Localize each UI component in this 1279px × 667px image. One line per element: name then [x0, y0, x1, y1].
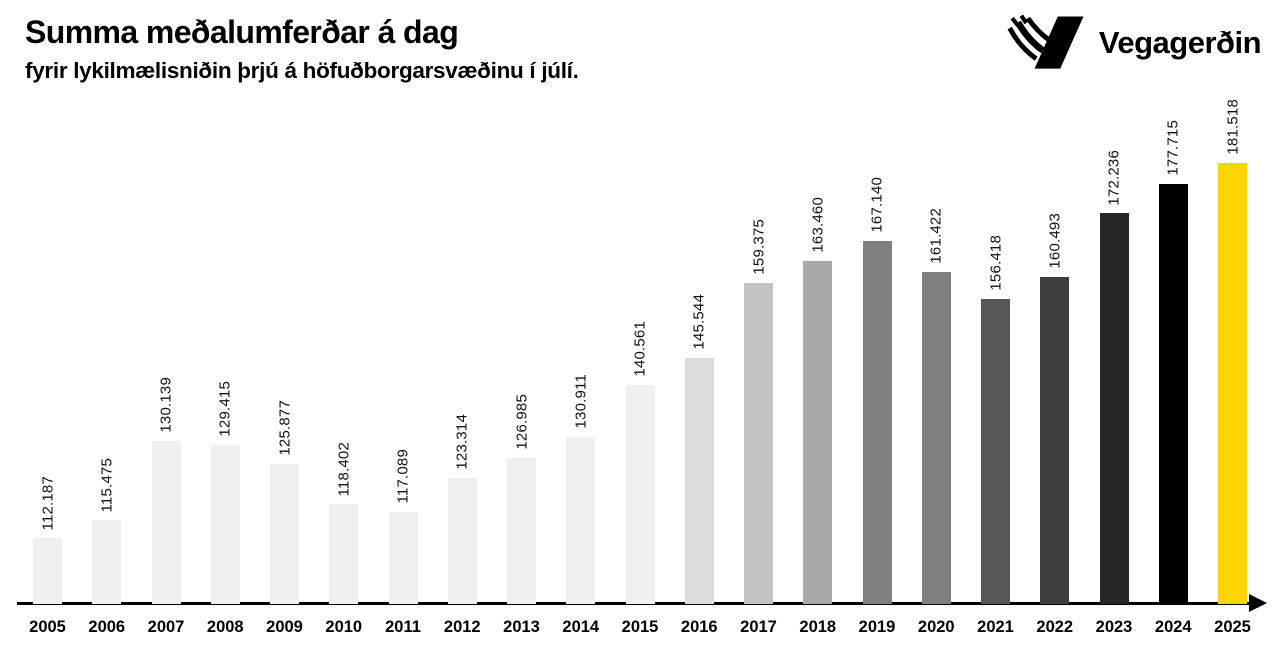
x-axis-tick-label-2007: 2007	[147, 618, 185, 636]
x-axis-tick-label-2019: 2019	[858, 618, 896, 636]
bar-2025	[1218, 163, 1247, 604]
bar-2016	[684, 357, 714, 604]
x-axis-tick-label-2012: 2012	[443, 618, 481, 636]
bar-value-label-2023: 172.236	[1105, 149, 1123, 206]
x-axis-tick-label-2006: 2006	[88, 618, 126, 636]
x-axis-tick-label-2022: 2022	[1036, 618, 1074, 636]
bar-2005	[33, 538, 62, 604]
bar-value-label-2011: 117.089	[394, 449, 412, 504]
bar-value-label-2012: 123.314	[453, 414, 471, 470]
x-axis-tick-label-2016: 2016	[680, 618, 718, 636]
bar-value-label-2024: 177.715	[1164, 119, 1182, 176]
bar-value-label-2021: 156.418	[987, 235, 1004, 291]
bar-value-label-2006: 115.475	[98, 457, 116, 513]
bar-value-label-2017: 159.375	[750, 219, 767, 275]
x-axis-arrow-icon	[1249, 594, 1267, 612]
bar-value-label-2014: 130.911	[572, 374, 590, 429]
bar-2022	[1040, 276, 1070, 604]
vegagerdin-logo: Vegagerðin	[1007, 14, 1262, 72]
vegagerdin-logo-icon	[1007, 14, 1084, 69]
x-axis-tick-label-2017: 2017	[740, 618, 777, 636]
x-axis-tick-label-2009: 2009	[266, 618, 303, 636]
x-axis-tick-label-2018: 2018	[799, 618, 837, 636]
bar-value-label-2007: 130.139	[157, 377, 175, 433]
bar-2007	[151, 441, 181, 604]
bar-value-label-2022: 160.493	[1046, 213, 1064, 269]
x-axis-tick-label-2023: 2023	[1095, 618, 1133, 636]
x-axis-tick-label-2025: 2025	[1214, 618, 1251, 636]
bar-2014	[566, 436, 596, 604]
bar-value-label-2015: 140.561	[631, 320, 649, 377]
x-axis-tick-label-2014: 2014	[562, 618, 600, 636]
bar-2006	[92, 520, 122, 604]
bar-value-label-2009: 125.877	[276, 400, 293, 456]
x-axis-tick-label-2005: 2005	[29, 618, 66, 636]
x-axis-tick-label-2008: 2008	[206, 618, 244, 636]
x-axis-tick-label-2010: 2010	[325, 618, 363, 636]
bar-value-label-2008: 129.415	[216, 381, 234, 437]
page-title: Summa meðalumferðar á dag	[25, 14, 459, 50]
bar-2018	[803, 260, 833, 604]
bar-2009	[270, 464, 299, 604]
bar-2017	[744, 282, 773, 604]
bar-2019	[862, 240, 892, 604]
x-axis-tick-label-2024: 2024	[1154, 618, 1192, 636]
page-subtitle: fyrir lykilmælisniðin þrjú á höfuðborgar…	[25, 58, 579, 83]
x-axis-tick-label-2011: 2011	[385, 618, 421, 636]
bar-2013	[507, 458, 536, 604]
x-axis-tick-label-2020: 2020	[917, 618, 955, 636]
x-axis-tick-label-2021: 2021	[977, 618, 1014, 636]
x-axis-tick-label-2013: 2013	[503, 618, 540, 636]
bar-2012	[447, 477, 477, 604]
bar-2023	[1099, 213, 1129, 604]
bar-2024	[1158, 183, 1188, 604]
bar-value-label-2013: 126.985	[513, 394, 530, 450]
bar-2008	[210, 444, 240, 604]
bar-value-label-2016: 145.544	[690, 293, 708, 350]
bar-2015	[625, 384, 655, 604]
bar-2011	[388, 511, 418, 604]
vegagerdin-logo-text: Vegagerðin	[1098, 25, 1262, 60]
bar-2020	[921, 271, 951, 604]
bar-value-label-2020: 161.422	[927, 208, 945, 264]
bar-value-label-2025: 181.518	[1224, 99, 1241, 155]
bar-2021	[981, 298, 1010, 604]
bar-value-label-2005: 112.187	[39, 475, 56, 531]
x-axis-tick-label-2015: 2015	[621, 618, 659, 636]
bar-value-label-2010: 118.402	[335, 441, 353, 497]
bar-2010	[329, 504, 359, 604]
bar-value-label-2019: 167.140	[868, 177, 886, 233]
bar-value-label-2018: 163.460	[809, 197, 827, 253]
